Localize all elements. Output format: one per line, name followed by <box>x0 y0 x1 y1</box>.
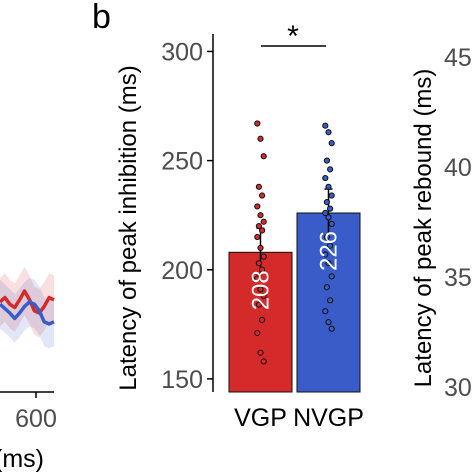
data-point <box>259 316 266 324</box>
data-point <box>257 244 264 252</box>
data-point <box>260 218 267 225</box>
data-point <box>325 319 332 326</box>
data-point <box>323 157 330 164</box>
series-line-0 <box>0 289 55 315</box>
y-tick-label-rebound-35: 35 <box>444 264 472 292</box>
data-point <box>325 214 332 221</box>
data-point <box>254 120 261 127</box>
bar-value-label-vgp: 208 <box>248 270 275 310</box>
series-lines <box>0 289 55 326</box>
data-point <box>328 192 335 199</box>
data-point <box>259 266 266 273</box>
data-point <box>328 325 335 332</box>
data-point <box>328 220 335 228</box>
bar-value-labels: 208 226 <box>248 231 343 310</box>
data-point <box>325 260 332 267</box>
data-point <box>328 140 335 147</box>
data-point <box>255 222 262 230</box>
panel-c-bar-chart: Latency of peak rebound (ms) 45 40 35 30 <box>410 44 472 402</box>
data-point <box>325 183 332 190</box>
data-point <box>257 135 264 142</box>
y-tick-label-300: 300 <box>161 38 203 66</box>
data-point <box>322 122 329 129</box>
confidence-bands <box>0 266 54 349</box>
data-point <box>255 260 262 267</box>
y-tick-label-rebound-30: 30 <box>444 374 472 402</box>
bar-value-label-nvgp: 226 <box>316 231 343 271</box>
y-axis-ticks-rebound: 45 40 35 30 <box>444 44 472 402</box>
data-point <box>257 286 264 293</box>
data-point <box>254 203 261 210</box>
data-points <box>254 120 335 365</box>
x-tick-label-600: 600 <box>15 405 57 433</box>
y-tick-label-rebound-40: 40 <box>444 154 472 182</box>
data-point <box>260 358 267 365</box>
data-point <box>257 212 264 219</box>
data-point <box>322 308 329 315</box>
data-point <box>257 349 264 356</box>
data-point <box>255 301 262 308</box>
panel-a-line-chart: 600 (ms) <box>0 266 57 473</box>
x-axis-label: (ms) <box>0 445 44 473</box>
data-point <box>325 129 332 136</box>
x-category-label-nvgp: NVGP <box>293 404 364 432</box>
y-tick-label-250: 250 <box>161 148 203 176</box>
data-point <box>260 153 267 160</box>
data-point <box>322 251 329 258</box>
data-point <box>260 292 267 300</box>
data-point <box>328 273 335 280</box>
data-point <box>323 284 330 291</box>
y-tick-label-150: 150 <box>161 366 203 394</box>
data-point <box>254 329 261 337</box>
data-point <box>322 209 329 217</box>
panel-b-bar-chart: b Latency of peak inhibition (ms) 150 200… <box>92 0 364 432</box>
data-point <box>259 192 266 199</box>
series-line-1 <box>0 300 55 326</box>
y-axis-title: Latency of peak inhibition (ms) <box>115 65 142 391</box>
y-tick-label-rebound-45: 45 <box>444 44 472 72</box>
data-point <box>259 227 266 234</box>
y-axis-title-rebound: Latency of peak rebound (ms) <box>410 69 437 388</box>
data-point <box>255 183 262 190</box>
x-category-labels: VGP NVGP <box>234 404 364 432</box>
significance-marker: * <box>287 20 299 53</box>
data-point <box>323 198 330 206</box>
panel-label-b: b <box>92 0 111 36</box>
data-point <box>327 166 334 173</box>
y-axis-ticks: 150 200 250 300 <box>161 38 213 394</box>
data-point <box>254 275 261 282</box>
data-point <box>327 205 334 212</box>
data-point <box>327 242 334 249</box>
confidence-band-1 <box>0 277 54 349</box>
data-point <box>322 174 329 182</box>
data-point <box>323 233 330 241</box>
y-tick-label-200: 200 <box>161 257 203 285</box>
x-category-label-vgp: VGP <box>234 404 287 432</box>
data-point <box>260 253 267 260</box>
data-point <box>254 233 261 241</box>
data-point <box>327 297 334 304</box>
